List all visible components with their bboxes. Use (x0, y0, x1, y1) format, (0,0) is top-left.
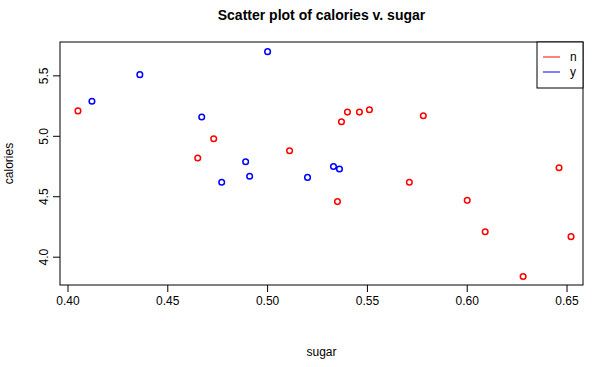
point (556, 165, 562, 171)
y-tick-label: 5.5 (37, 67, 51, 84)
point (339, 119, 345, 125)
point (335, 199, 341, 205)
y-axis-label: calories (2, 143, 16, 184)
point (265, 49, 271, 55)
x-tick-label: 0.50 (256, 294, 280, 308)
chart: Scatter plot of calories v. sugar sugar ca… (0, 0, 602, 367)
point (199, 114, 205, 120)
x-tick (267, 285, 268, 292)
legend-swatch (543, 57, 560, 58)
point (89, 98, 95, 104)
point (75, 108, 81, 114)
legend-label: y (570, 65, 576, 79)
x-tick (567, 285, 568, 292)
x-tick-label: 0.40 (56, 294, 80, 308)
y-tick (53, 136, 60, 137)
points (75, 49, 574, 279)
point (137, 72, 143, 78)
x-tick-label: 0.45 (156, 294, 180, 308)
point (357, 109, 363, 115)
point (482, 229, 488, 235)
point (243, 159, 249, 165)
title: Scatter plot of calories v. sugar (218, 7, 426, 23)
x-axis-label: sugar (306, 345, 336, 359)
y-tick-label: 4.5 (37, 188, 51, 205)
point (568, 234, 574, 240)
legend-label: n (570, 50, 577, 64)
y-tick (53, 257, 60, 258)
y-tick-label: 5.0 (37, 128, 51, 145)
legend-swatch (543, 72, 560, 73)
y-tick-label: 4.0 (37, 249, 51, 266)
x-tick (467, 285, 468, 292)
plot-frame (60, 42, 583, 285)
point (287, 148, 293, 154)
point (219, 179, 225, 185)
point (195, 155, 201, 161)
x-tick-label: 0.65 (555, 294, 579, 308)
point (464, 198, 470, 204)
point (337, 166, 343, 172)
legend-box (537, 42, 583, 88)
point (305, 175, 311, 181)
point (247, 173, 253, 179)
y-tick (53, 196, 60, 197)
point (520, 274, 526, 280)
x-tick (167, 285, 168, 292)
x-tick-label: 0.60 (456, 294, 480, 308)
point (367, 107, 373, 113)
point (421, 113, 427, 119)
x-tick (67, 285, 68, 292)
x-tick-label: 0.55 (356, 294, 380, 308)
point (407, 179, 413, 185)
point (331, 164, 337, 170)
point (345, 109, 351, 115)
x-tick (367, 285, 368, 292)
point (211, 136, 217, 142)
y-tick (53, 75, 60, 76)
